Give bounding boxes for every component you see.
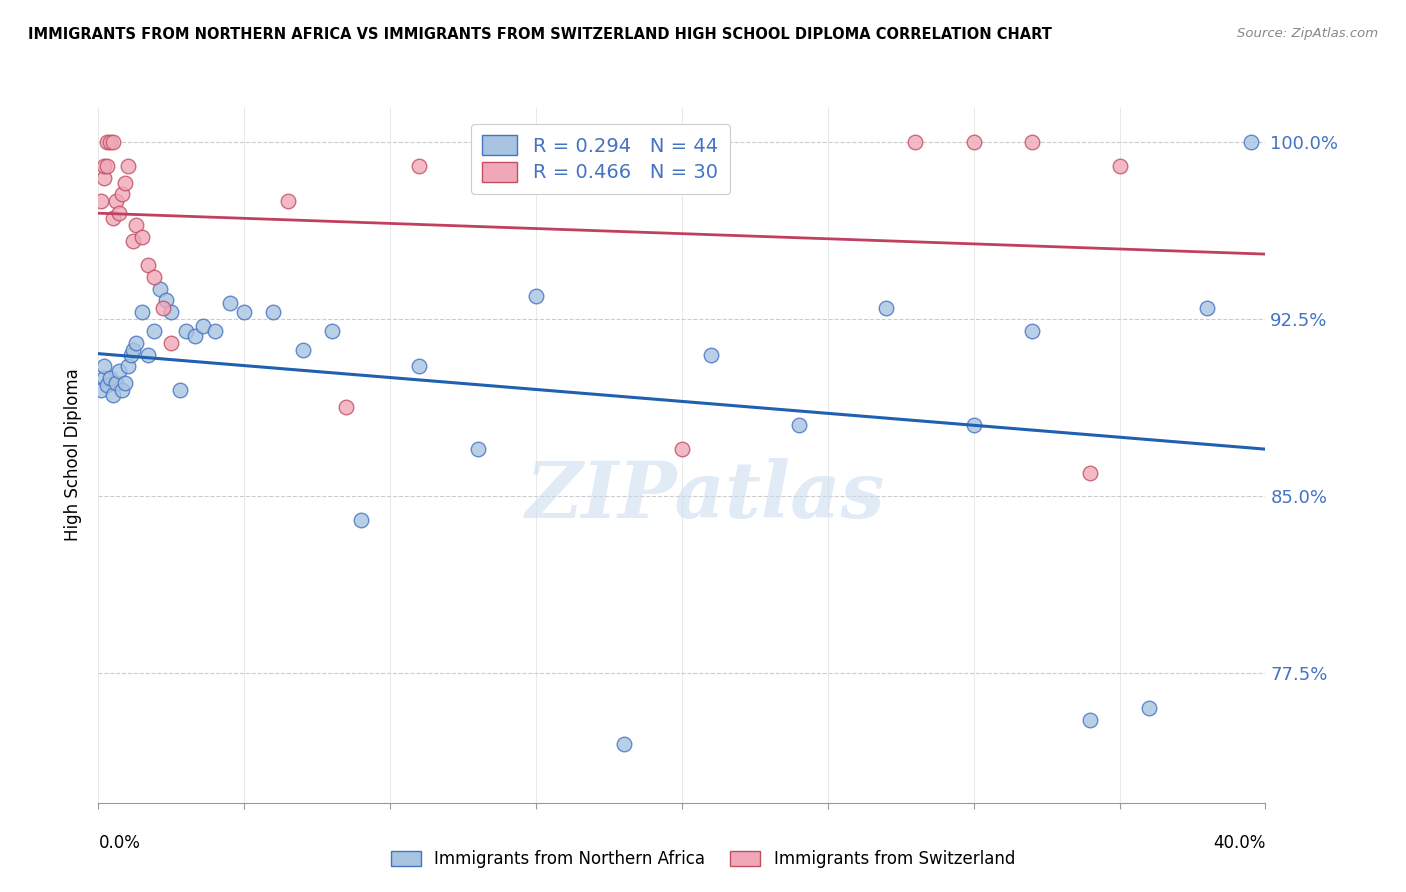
Y-axis label: High School Diploma: High School Diploma: [65, 368, 83, 541]
Point: [408, 359, 430, 374]
Point: [467, 442, 489, 456]
Point: [1080, 713, 1102, 727]
Point: [117, 359, 139, 374]
Point: [108, 206, 131, 220]
Point: [93, 371, 115, 385]
Point: [104, 194, 127, 209]
Text: IMMIGRANTS FROM NORTHERN AFRICA VS IMMIGRANTS FROM SWITZERLAND HIGH SCHOOL DIPLO: IMMIGRANTS FROM NORTHERN AFRICA VS IMMIG…: [28, 27, 1052, 42]
Point: [350, 513, 373, 527]
Point: [101, 388, 124, 402]
Point: [111, 187, 134, 202]
Point: [120, 348, 142, 362]
Point: [1021, 136, 1043, 150]
Point: [204, 324, 226, 338]
Point: [117, 159, 139, 173]
Point: [875, 301, 897, 315]
Point: [96, 136, 118, 150]
Point: [125, 218, 148, 232]
Point: [155, 293, 177, 308]
Point: [524, 136, 547, 150]
Point: [131, 305, 153, 319]
Point: [142, 324, 165, 338]
Point: [1108, 159, 1130, 173]
Point: [233, 305, 256, 319]
Point: [169, 383, 191, 397]
Point: [108, 364, 131, 378]
Point: [122, 235, 145, 249]
Point: [90, 194, 112, 209]
Point: [1137, 701, 1160, 715]
Point: [612, 737, 634, 751]
Point: [962, 136, 984, 150]
Point: [321, 324, 343, 338]
Point: [291, 343, 314, 357]
Text: ZIPatlas: ZIPatlas: [526, 458, 884, 535]
Point: [193, 319, 215, 334]
Point: [149, 282, 172, 296]
Point: [111, 383, 134, 397]
Legend: Immigrants from Northern Africa, Immigrants from Switzerland: Immigrants from Northern Africa, Immigra…: [384, 844, 1022, 875]
Point: [125, 335, 148, 350]
Point: [122, 343, 145, 357]
Text: Source: ZipAtlas.com: Source: ZipAtlas.com: [1237, 27, 1378, 40]
Point: [524, 289, 547, 303]
Point: [136, 258, 159, 272]
Point: [335, 400, 357, 414]
Text: 0.0%: 0.0%: [98, 834, 141, 852]
Point: [98, 136, 121, 150]
Legend: R = 0.294   N = 44, R = 0.466   N = 30: R = 0.294 N = 44, R = 0.466 N = 30: [471, 124, 730, 194]
Point: [152, 301, 174, 315]
Point: [700, 348, 723, 362]
Point: [174, 324, 197, 338]
Text: 40.0%: 40.0%: [1213, 834, 1265, 852]
Point: [101, 211, 124, 225]
Point: [114, 376, 136, 390]
Point: [96, 159, 118, 173]
Point: [1195, 301, 1218, 315]
Point: [160, 335, 183, 350]
Point: [160, 305, 183, 319]
Point: [101, 136, 124, 150]
Point: [787, 418, 810, 433]
Point: [96, 378, 118, 392]
Point: [93, 359, 115, 374]
Point: [114, 176, 136, 190]
Point: [1240, 136, 1263, 150]
Point: [142, 269, 165, 284]
Point: [962, 418, 984, 433]
Point: [93, 159, 115, 173]
Point: [104, 376, 127, 390]
Point: [136, 348, 159, 362]
Point: [98, 371, 121, 385]
Point: [1021, 324, 1043, 338]
Point: [277, 194, 299, 209]
Point: [262, 305, 284, 319]
Point: [904, 136, 927, 150]
Point: [131, 229, 153, 244]
Point: [93, 170, 115, 185]
Point: [90, 383, 112, 397]
Point: [218, 295, 240, 310]
Point: [671, 442, 693, 456]
Point: [1080, 466, 1102, 480]
Point: [183, 328, 205, 343]
Point: [408, 159, 430, 173]
